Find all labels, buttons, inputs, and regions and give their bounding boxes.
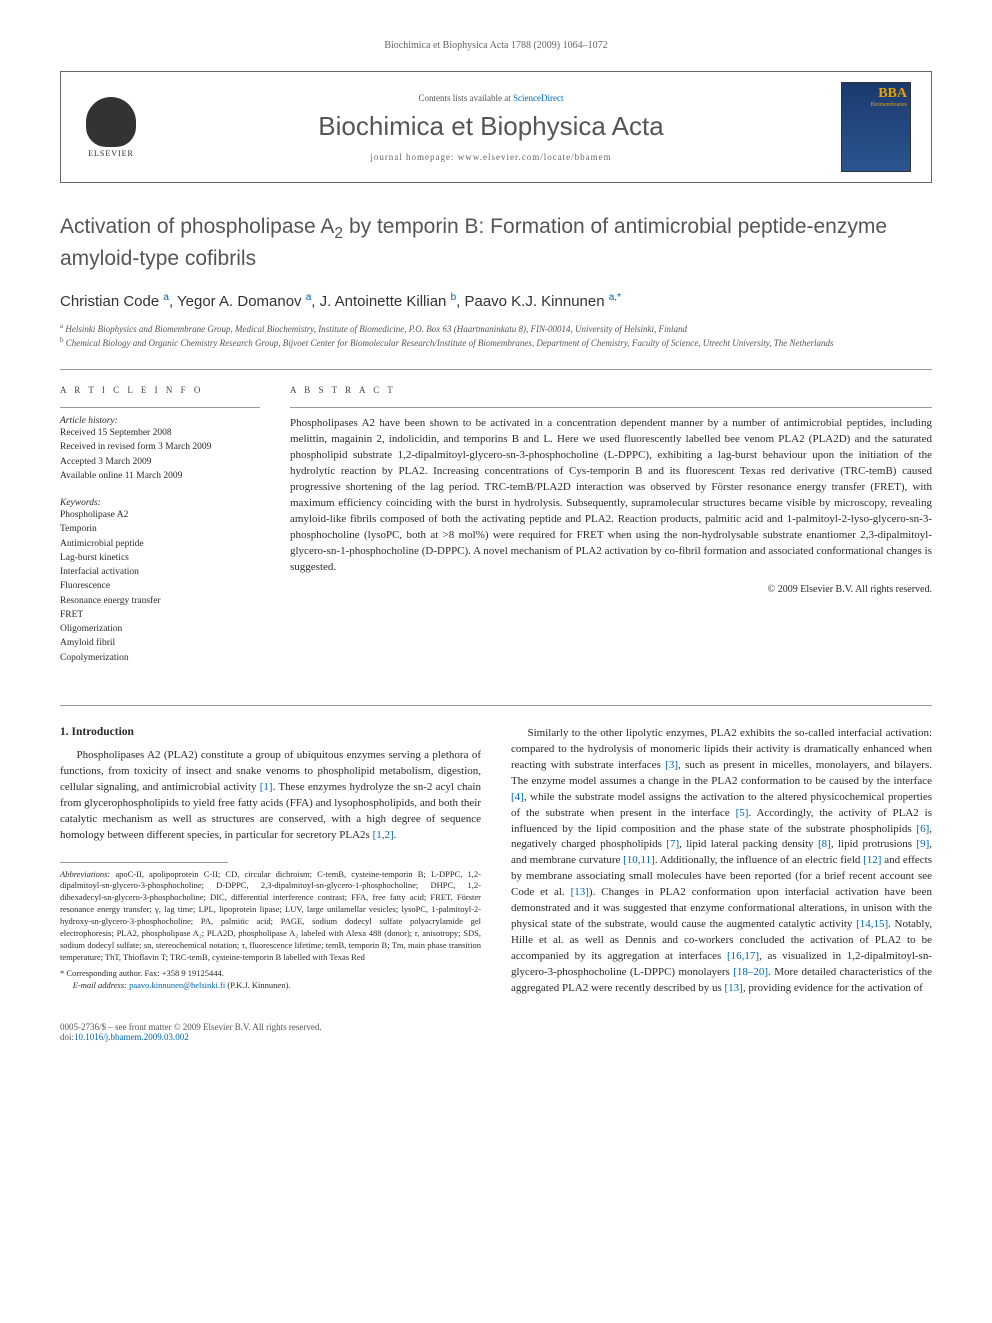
ref-12[interactable]: [12] [863,854,881,866]
ref-14-15[interactable]: [14,15] [856,918,888,930]
keyword-item: Fluorescence [60,579,260,593]
author-3-sup: b [451,292,457,303]
ref-6[interactable]: [6] [916,823,929,835]
homepage-url[interactable]: www.elsevier.com/locate/bbamem [458,152,612,162]
affiliation-b: Chemical Biology and Organic Chemistry R… [66,338,834,348]
contents-prefix: Contents lists available at [419,93,513,103]
history-accepted: Accepted 3 March 2009 [60,455,260,469]
abstract-divider [290,407,932,408]
info-divider [60,407,260,408]
author-2-sup: a [306,292,312,303]
intro-text-c: . [394,829,397,841]
author-1-sup: a [163,292,169,303]
intro-paragraph-1: Phospholipases A2 (PLA2) constitute a gr… [60,748,481,844]
sciencedirect-link[interactable]: ScienceDirect [513,93,563,103]
title-subscript: 2 [334,225,343,242]
keyword-item: Resonance energy transfer [60,594,260,608]
history-revised: Received in revised form 3 March 2009 [60,440,260,454]
email-footnote: E-mail address: paavo.kinnunen@helsinki.… [60,980,481,992]
email-suffix: (P.K.J. Kinnunen). [225,980,290,990]
history-online: Available online 11 March 2009 [60,469,260,483]
corresponding-footnote: * Corresponding author. Fax: +358 9 1912… [60,968,481,980]
abstract-heading: A B S T R A C T [290,385,932,395]
affil-b-sup: b [60,336,64,344]
article-info-heading: A R T I C L E I N F O [60,385,260,395]
abstract-text: Phospholipases A2 have been shown to be … [290,416,932,575]
keywords-label: Keywords: [60,498,260,508]
contents-available-line: Contents lists available at ScienceDirec… [161,93,821,103]
keyword-item: Amyloid fibril [60,636,260,650]
ref-8[interactable]: [8] [818,838,831,850]
col2-paragraph-1: Similarly to the other lipolytic enzymes… [511,726,932,997]
ref-4[interactable]: [4] [511,791,524,803]
history-label: Article history: [60,416,260,426]
keyword-item: FRET [60,608,260,622]
ref-16-17[interactable]: [16,17] [727,950,759,962]
author-4: Paavo K.J. Kinnunen [464,293,604,310]
ref-9[interactable]: [9] [916,838,929,850]
author-2: Yegor A. Domanov [177,293,302,310]
article-title: Activation of phospholipase A2 by tempor… [60,213,932,272]
keyword-item: Copolymerization [60,651,260,665]
authors-line: Christian Code a, Yegor A. Domanov a, J.… [60,292,932,310]
ref-10-11[interactable]: [10,11] [623,854,655,866]
running-header: Biochimica et Biophysica Acta 1788 (2009… [60,40,932,51]
corresponding-star-icon: * [617,292,621,303]
c2-f: , lipid lateral packing density [679,838,818,850]
affiliation-a: Helsinki Biophysics and Biomembrane Grou… [65,324,687,334]
email-label: E-mail address: [73,980,129,990]
author-1: Christian Code [60,293,159,310]
divider-mid [60,705,932,706]
abbreviations-label: Abbreviations: [60,869,110,879]
c2-o: , providing evidence for the activation … [743,982,923,994]
journal-name: Biochimica et Biophysica Acta [161,111,821,142]
abbreviations-text: apoC-II, apolipoprotein C-II; CD, circul… [60,869,481,962]
keyword-item: Lag-burst kinetics [60,551,260,565]
keyword-item: Phospholipase A2 [60,508,260,522]
c2-i: . Additionally, the influence of an elec… [655,854,863,866]
elsevier-logo: ELSEVIER [81,92,141,162]
ref-link-1-2[interactable]: [1,2] [373,829,394,841]
c2-g: , lipid protrusions [831,838,917,850]
cover-bba-text: BBA [845,86,907,102]
title-part1: Activation of phospholipase A [60,215,334,238]
footnote-divider [60,862,228,863]
abstract-copyright: © 2009 Elsevier B.V. All rights reserved… [290,584,932,595]
journal-cover-thumbnail: BBA Biomembranes [841,82,911,172]
doi-link[interactable]: 10.1016/j.bbamem.2009.03.002 [74,1032,189,1042]
divider-top [60,369,932,370]
affiliations: a Helsinki Biophysics and Biomembrane Gr… [60,322,932,349]
affil-a-sup: a [60,322,63,330]
author-3: J. Antoinette Killian [320,293,447,310]
homepage-prefix: journal homepage: [370,152,457,162]
doi-prefix: doi: [60,1032,74,1042]
elsevier-tree-icon [86,97,136,147]
ref-link-1[interactable]: [1] [260,781,273,793]
keyword-item: Oligomerization [60,622,260,636]
ref-7[interactable]: [7] [666,838,679,850]
page-footer: 0005-2736/$ – see front matter © 2009 El… [60,1022,932,1042]
journal-header-box: ELSEVIER Contents lists available at Sci… [60,71,932,183]
ref-18-20[interactable]: [18–20] [733,966,768,978]
history-received: Received 15 September 2008 [60,426,260,440]
keyword-item: Temporin [60,522,260,536]
front-matter-line: 0005-2736/$ – see front matter © 2009 El… [60,1022,932,1032]
ref-13[interactable]: [13] [571,886,589,898]
email-link[interactable]: paavo.kinnunen@helsinki.fi [129,980,225,990]
ref-3[interactable]: [3] [665,759,678,771]
keywords-list: Phospholipase A2 Temporin Antimicrobial … [60,508,260,665]
elsevier-label: ELSEVIER [88,149,134,158]
author-4-sup: a, [609,292,617,303]
intro-heading: 1. Introduction [60,726,481,738]
cover-subtitle: Biomembranes [845,102,907,108]
journal-homepage-line: journal homepage: www.elsevier.com/locat… [161,152,821,162]
ref-5[interactable]: [5] [736,807,749,819]
abbreviations-footnote: Abbreviations: apoC-II, apolipoprotein C… [60,869,481,964]
keyword-item: Antimicrobial peptide [60,537,260,551]
ref-13b[interactable]: [13] [725,982,743,994]
keyword-item: Interfacial activation [60,565,260,579]
